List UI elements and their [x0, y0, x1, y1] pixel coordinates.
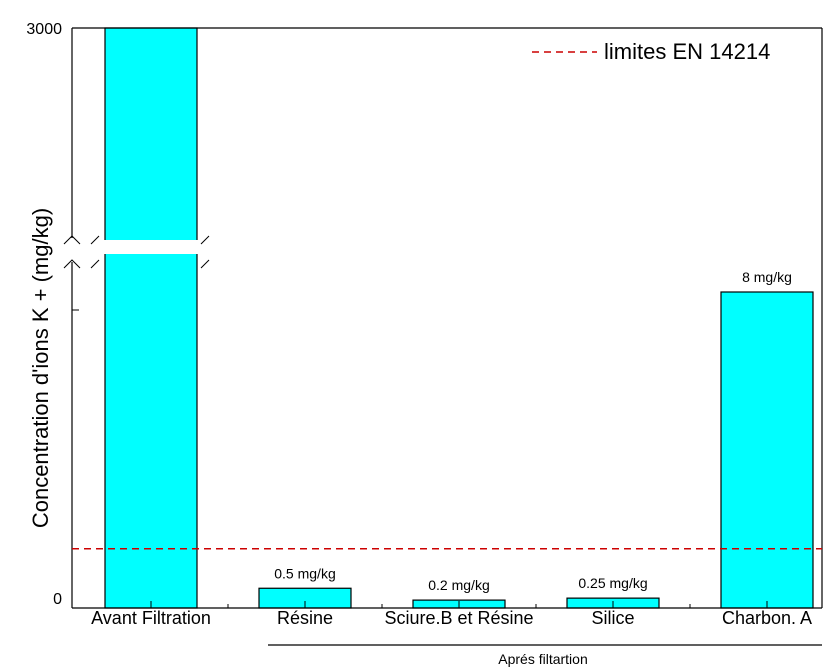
- group-label: Aprés filtartion: [498, 651, 587, 667]
- x-tick-label-0: Avant Filtration: [91, 608, 211, 628]
- axes-group: [63, 27, 823, 609]
- x-tick-label-2: Sciure.B et Résine: [384, 608, 533, 628]
- data-label-2: 0.2 mg/kg: [428, 577, 489, 593]
- y-tick-label-0: 0: [53, 591, 62, 608]
- bar-break-gap: [93, 240, 209, 254]
- data-label-3: 0.25 mg/kg: [578, 575, 647, 591]
- bar-break-mark-top: [90, 235, 210, 245]
- y-tick-label-3000: 3000: [26, 21, 62, 38]
- bars-group: 0.5 mg/kg 0.2 mg/kg 0.25 mg/kg 8 mg/kg: [90, 27, 814, 609]
- data-label-1: 0.5 mg/kg: [274, 565, 335, 581]
- x-tick-label-1: Résine: [277, 608, 333, 628]
- y-axis-label: Concentration d'ions K + (mg/kg): [28, 208, 53, 528]
- y-axis-break-mark-top: [63, 235, 81, 245]
- y-axis-break-mark-bottom: [63, 259, 81, 269]
- legend-label: limites EN 14214: [604, 39, 770, 64]
- bar-0: [104, 27, 198, 609]
- bar-break-mark-bottom: [90, 259, 210, 269]
- x-tick-label-4: Charbon. A: [722, 608, 812, 628]
- data-label-4: 8 mg/kg: [742, 269, 792, 285]
- x-tick-label-3: Silice: [591, 608, 634, 628]
- x-ticks-group: Avant Filtration Résine Sciure.B et Résine…: [91, 601, 812, 628]
- bar-4: [720, 291, 814, 609]
